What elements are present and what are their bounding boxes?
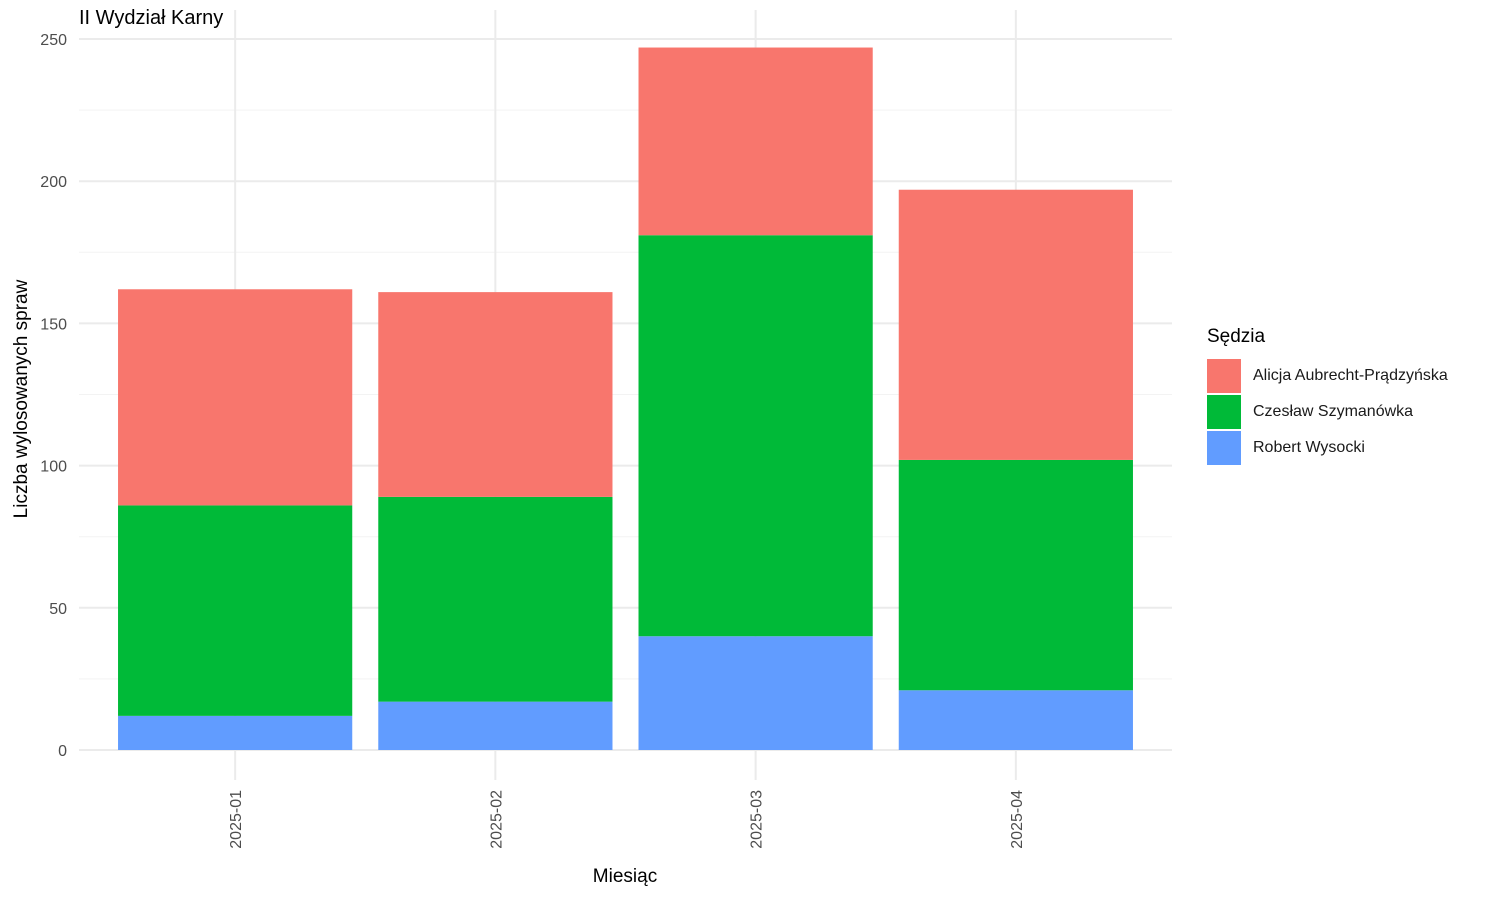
x-axis-label: Miesiąc — [592, 866, 658, 887]
bar-segment — [638, 47, 873, 236]
legend: Sędzia Alicja Aubrecht-Prądzyńska Czesław… — [1207, 326, 1448, 466]
y-tick-label: 0 — [58, 743, 67, 760]
y-tick-label: 250 — [40, 32, 67, 49]
bar-segment — [898, 459, 1133, 691]
x-tick-label: 2025-01 — [228, 790, 245, 849]
bar-segment — [378, 292, 613, 497]
bar-segment — [378, 701, 613, 750]
y-axis-label: Liczba wylosowanych spraw — [11, 279, 32, 519]
bar-segment — [898, 189, 1133, 460]
legend-key — [1207, 395, 1241, 429]
y-tick-label: 50 — [49, 601, 67, 618]
bar-segment — [118, 289, 353, 506]
legend-item: Czesław Szymanówka — [1207, 394, 1448, 430]
chart-title: II Wydział Karny — [79, 7, 224, 29]
x-tick-label: 2025-03 — [749, 790, 766, 849]
y-tick-label: 150 — [40, 316, 67, 333]
legend-label: Alicja Aubrecht-Prądzyńska — [1253, 367, 1448, 384]
legend-label: Czesław Szymanówka — [1253, 403, 1414, 420]
legend-title: Sędzia — [1207, 326, 1266, 347]
y-tick-label: 200 — [40, 174, 67, 191]
bar-segment — [118, 715, 353, 750]
bar-segment — [118, 505, 353, 716]
legend-label: Robert Wysocki — [1253, 439, 1365, 456]
legend-item: Robert Wysocki — [1207, 430, 1448, 466]
bar-segment — [638, 235, 873, 637]
legend-items: Alicja Aubrecht-Prądzyńska Czesław Szyman… — [1207, 358, 1448, 466]
legend-key — [1207, 431, 1241, 465]
y-tick-label: 100 — [40, 459, 67, 476]
bar-segment — [378, 496, 613, 702]
x-tick-label: 2025-04 — [1009, 790, 1026, 849]
bar-segment — [898, 690, 1133, 750]
legend-item: Alicja Aubrecht-Prądzyńska — [1207, 358, 1448, 394]
x-tick-label: 2025-02 — [488, 790, 505, 849]
bar-segment — [638, 636, 873, 750]
legend-key — [1207, 359, 1241, 393]
